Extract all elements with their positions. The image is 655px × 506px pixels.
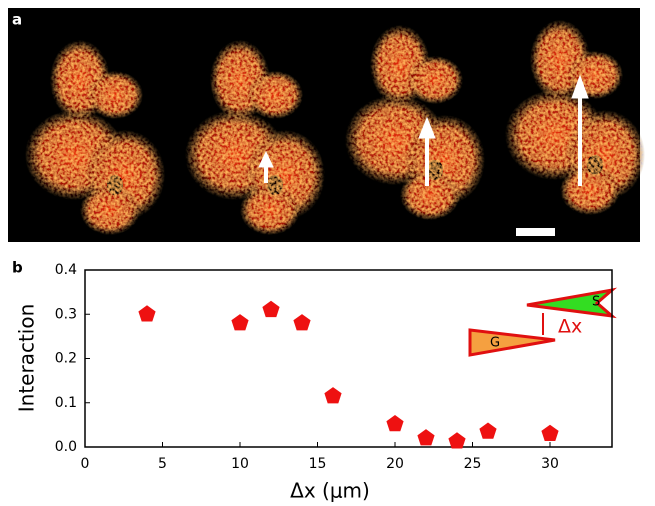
y-tick-label: 0.0	[55, 439, 77, 455]
data-point	[262, 300, 280, 318]
inset-label: G	[490, 336, 500, 351]
data-point	[293, 314, 311, 331]
data-point	[138, 305, 156, 322]
arrows	[258, 74, 589, 186]
x-tick-label: 20	[386, 456, 404, 472]
data-point	[324, 387, 342, 404]
data-point	[417, 429, 435, 446]
x-tick-label: 15	[309, 456, 327, 472]
data-point	[386, 415, 404, 432]
y-tick-label: 0.4	[55, 262, 77, 278]
data-point	[479, 422, 497, 439]
scale-bar	[516, 228, 555, 236]
data-point	[541, 424, 559, 441]
inset-label: S	[592, 295, 600, 310]
y-axis-label: Interaction	[15, 304, 39, 413]
x-tick-label: 25	[464, 456, 482, 472]
panel-label: b	[12, 259, 23, 277]
inset-label: Δx	[558, 316, 582, 338]
data-point	[231, 314, 249, 331]
x-tick-label: 5	[158, 456, 167, 472]
panel-label: a	[12, 11, 22, 29]
y-tick-label: 0.1	[55, 395, 77, 411]
x-tick-label: 10	[231, 456, 249, 472]
x-tick-label: 0	[81, 456, 90, 472]
data-point	[448, 432, 466, 449]
y-tick-label: 0.2	[55, 351, 77, 367]
plot-frame	[84, 269, 613, 448]
inset: G S Δx	[468, 287, 618, 357]
plot: 0 5 10 15 20 25 30 0.0 0.1 0.2 0.3 0.4	[55, 262, 613, 472]
x-tick-label: 30	[541, 456, 559, 472]
x-axis-label: Δx (μm)	[290, 479, 370, 503]
y-tick-label: 0.3	[55, 306, 77, 322]
